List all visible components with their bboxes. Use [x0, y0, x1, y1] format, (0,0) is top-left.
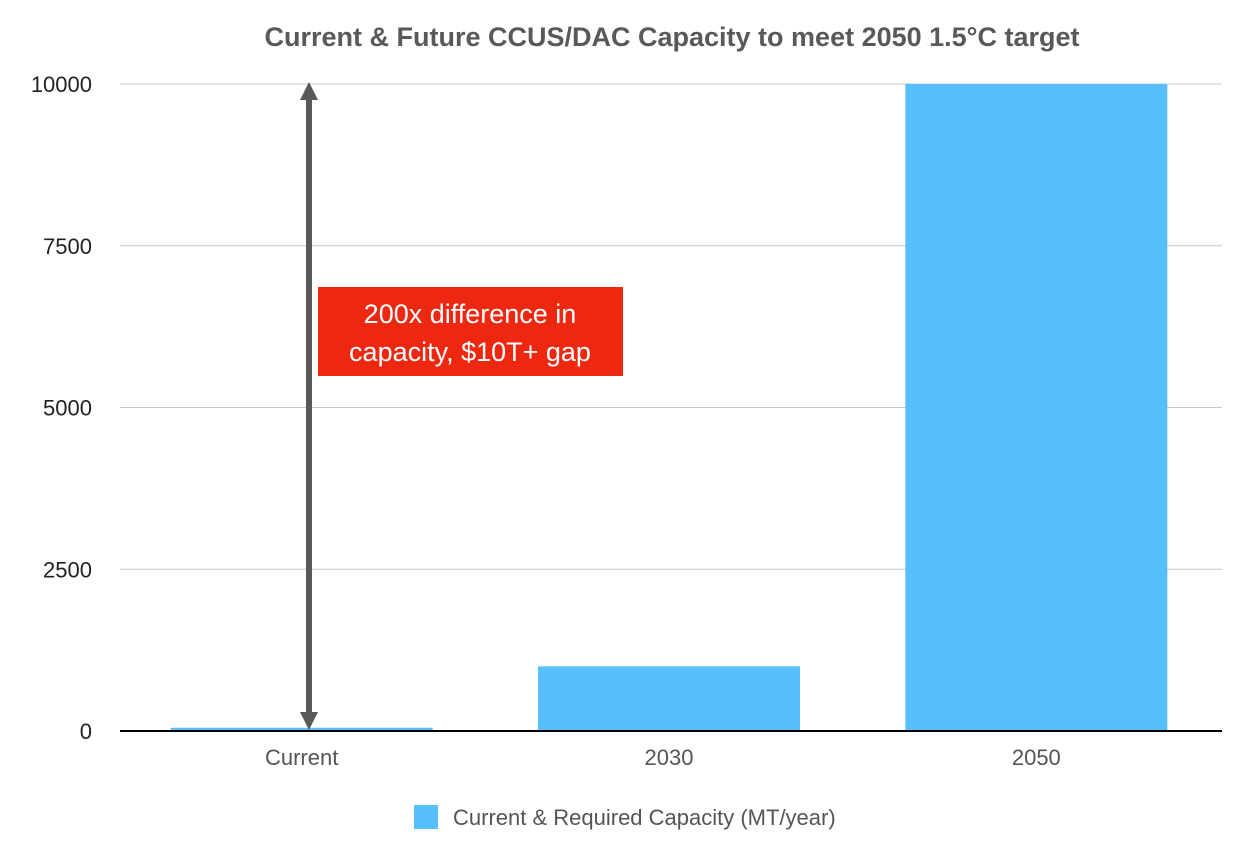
- y-tick-label: 7500: [43, 234, 92, 259]
- y-axis-ticks: 0 2500 5000 7500 10000: [31, 72, 92, 744]
- annotation-line-1: 200x difference in: [364, 299, 577, 329]
- legend-label: Current & Required Capacity (MT/year): [453, 805, 836, 830]
- x-tick-label: 2030: [645, 745, 694, 770]
- x-axis-ticks: Current 2030 2050: [265, 745, 1061, 770]
- y-tick-label: 5000: [43, 396, 92, 421]
- arrow-head-top: [300, 82, 318, 100]
- bar-2030: [538, 666, 800, 731]
- legend-swatch: [414, 805, 438, 829]
- y-tick-label: 2500: [43, 557, 92, 582]
- bar-current: [170, 727, 433, 731]
- bar-2050: [905, 84, 1168, 731]
- y-tick-label: 0: [80, 719, 92, 744]
- chart-title: Current & Future CCUS/DAC Capacity to me…: [265, 22, 1080, 52]
- x-tick-label: Current: [265, 745, 338, 770]
- bars: [170, 84, 1168, 731]
- y-tick-label: 10000: [31, 72, 92, 97]
- arrow-head-bottom: [300, 712, 318, 730]
- x-tick-label: 2050: [1012, 745, 1061, 770]
- annotation-line-2: capacity, $10T+ gap: [349, 337, 591, 367]
- legend: Current & Required Capacity (MT/year): [414, 805, 836, 830]
- annotation-box: [318, 287, 623, 376]
- annotation-callout: 200x difference in capacity, $10T+ gap: [318, 287, 623, 376]
- difference-arrow: [300, 82, 318, 730]
